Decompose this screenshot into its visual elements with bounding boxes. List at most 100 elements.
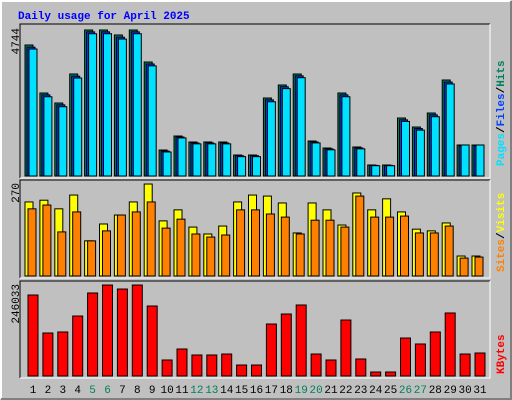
bar <box>311 142 321 177</box>
x-tick-label: 2 <box>45 385 52 397</box>
legend-entry: Pages <box>496 133 508 166</box>
bar <box>131 284 143 377</box>
legend: KBytes <box>496 334 508 374</box>
bar <box>459 257 469 277</box>
legend-entry: Sites <box>496 239 508 272</box>
bar <box>326 149 336 177</box>
bar <box>222 143 232 177</box>
bar <box>191 354 203 377</box>
bar <box>296 77 306 177</box>
bar <box>221 353 233 377</box>
legend-separator: / <box>496 86 508 93</box>
bar <box>310 219 320 277</box>
x-tick-label: 23 <box>354 385 367 397</box>
x-tick-label: 17 <box>265 385 278 397</box>
bar <box>429 232 439 277</box>
x-tick-label: 14 <box>220 385 234 397</box>
bar <box>252 156 261 177</box>
x-tick-label: 27 <box>414 385 427 397</box>
x-tick-label: 8 <box>134 385 141 397</box>
chart-title: Daily usage for April 2025 <box>18 11 190 23</box>
bar <box>43 96 53 177</box>
bar <box>206 354 218 377</box>
bar <box>356 148 366 177</box>
x-tick-label: 11 <box>175 385 189 397</box>
bar <box>236 364 248 377</box>
bar <box>474 352 486 377</box>
bar <box>88 33 98 177</box>
bar <box>355 195 365 277</box>
x-tick-label: 22 <box>339 385 352 397</box>
bar <box>87 240 97 277</box>
bar <box>87 292 99 377</box>
x-tick-label: 3 <box>59 385 66 397</box>
x-tick-label: 31 <box>473 385 487 397</box>
bar <box>371 165 381 177</box>
bar <box>73 77 83 177</box>
bar <box>430 116 440 177</box>
x-tick-label: 12 <box>190 385 203 397</box>
legend-entry: Files <box>496 93 508 126</box>
bar <box>444 225 454 277</box>
bar <box>340 319 352 377</box>
x-tick-label: 4 <box>74 385 81 397</box>
legend-entry: Visits <box>496 193 508 233</box>
y-tick-label: 270 <box>11 183 23 203</box>
x-tick-label: 7 <box>119 385 126 397</box>
x-tick-label: 18 <box>280 385 293 397</box>
x-tick-label: 15 <box>235 385 248 397</box>
legend: Sites/Visits <box>496 193 508 272</box>
bar <box>103 33 112 177</box>
x-tick-label: 9 <box>149 385 156 397</box>
panel-edge-dark <box>19 179 490 278</box>
panel <box>20 24 490 178</box>
bar <box>310 353 322 377</box>
bar <box>295 304 307 377</box>
bar <box>370 371 382 377</box>
x-tick-label: 16 <box>250 385 263 397</box>
x-tick-label: 5 <box>89 385 96 397</box>
bar <box>116 288 128 377</box>
bar <box>445 83 455 177</box>
bar <box>370 216 380 277</box>
bar <box>459 353 471 377</box>
panel-edge-light <box>20 180 491 279</box>
bar <box>280 313 292 377</box>
panel-edge-dark <box>19 280 490 378</box>
x-tick-label: 30 <box>458 385 471 397</box>
bar <box>460 144 470 177</box>
bar <box>177 137 187 177</box>
bar <box>281 88 291 177</box>
bar <box>131 211 141 277</box>
bar <box>102 284 113 377</box>
bar <box>116 214 126 277</box>
x-tick-label: 21 <box>324 385 338 397</box>
x-tick-label: 24 <box>369 385 383 397</box>
bar <box>251 364 262 377</box>
bar <box>401 120 410 177</box>
bar <box>176 348 188 377</box>
bar <box>341 96 351 177</box>
bar <box>58 106 68 177</box>
bar <box>400 215 409 277</box>
bar <box>385 216 395 277</box>
y-tick-label: 246033 <box>11 284 23 324</box>
x-tick-label: 1 <box>30 385 37 397</box>
bar <box>325 219 335 277</box>
bar <box>57 331 69 377</box>
x-tick-label: 19 <box>295 385 308 397</box>
bar <box>161 227 171 277</box>
x-tick-label: 28 <box>429 385 442 397</box>
bar <box>415 129 425 177</box>
bar <box>386 165 396 177</box>
bar <box>192 143 202 177</box>
bar <box>444 312 456 377</box>
bar <box>475 144 485 177</box>
legend: Pages/Files/Hits <box>496 60 508 166</box>
bar <box>251 209 260 277</box>
bar <box>429 331 441 377</box>
bar <box>42 332 54 377</box>
bar <box>117 38 127 177</box>
